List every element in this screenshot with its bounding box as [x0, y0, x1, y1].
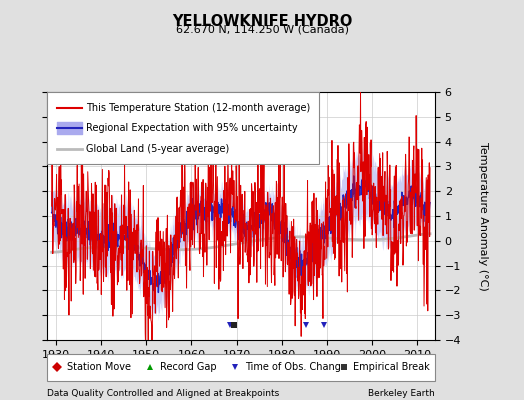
- FancyBboxPatch shape: [47, 354, 435, 380]
- Text: Berkeley Earth: Berkeley Earth: [368, 389, 435, 398]
- FancyBboxPatch shape: [47, 92, 319, 164]
- Text: Global Land (5-year average): Global Land (5-year average): [86, 144, 229, 154]
- Text: Record Gap: Record Gap: [160, 362, 216, 372]
- Text: 62.670 N, 114.250 W (Canada): 62.670 N, 114.250 W (Canada): [176, 24, 348, 34]
- Text: This Temperature Station (12-month average): This Temperature Station (12-month avera…: [86, 103, 310, 113]
- Text: Empirical Break: Empirical Break: [354, 362, 430, 372]
- Text: Data Quality Controlled and Aligned at Breakpoints: Data Quality Controlled and Aligned at B…: [47, 389, 279, 398]
- Text: Time of Obs. Change: Time of Obs. Change: [245, 362, 347, 372]
- Text: YELLOWKNIFE HYDRO: YELLOWKNIFE HYDRO: [172, 14, 352, 29]
- Text: Regional Expectation with 95% uncertainty: Regional Expectation with 95% uncertaint…: [86, 123, 298, 133]
- Text: Station Move: Station Move: [67, 362, 130, 372]
- Y-axis label: Temperature Anomaly (°C): Temperature Anomaly (°C): [478, 142, 488, 290]
